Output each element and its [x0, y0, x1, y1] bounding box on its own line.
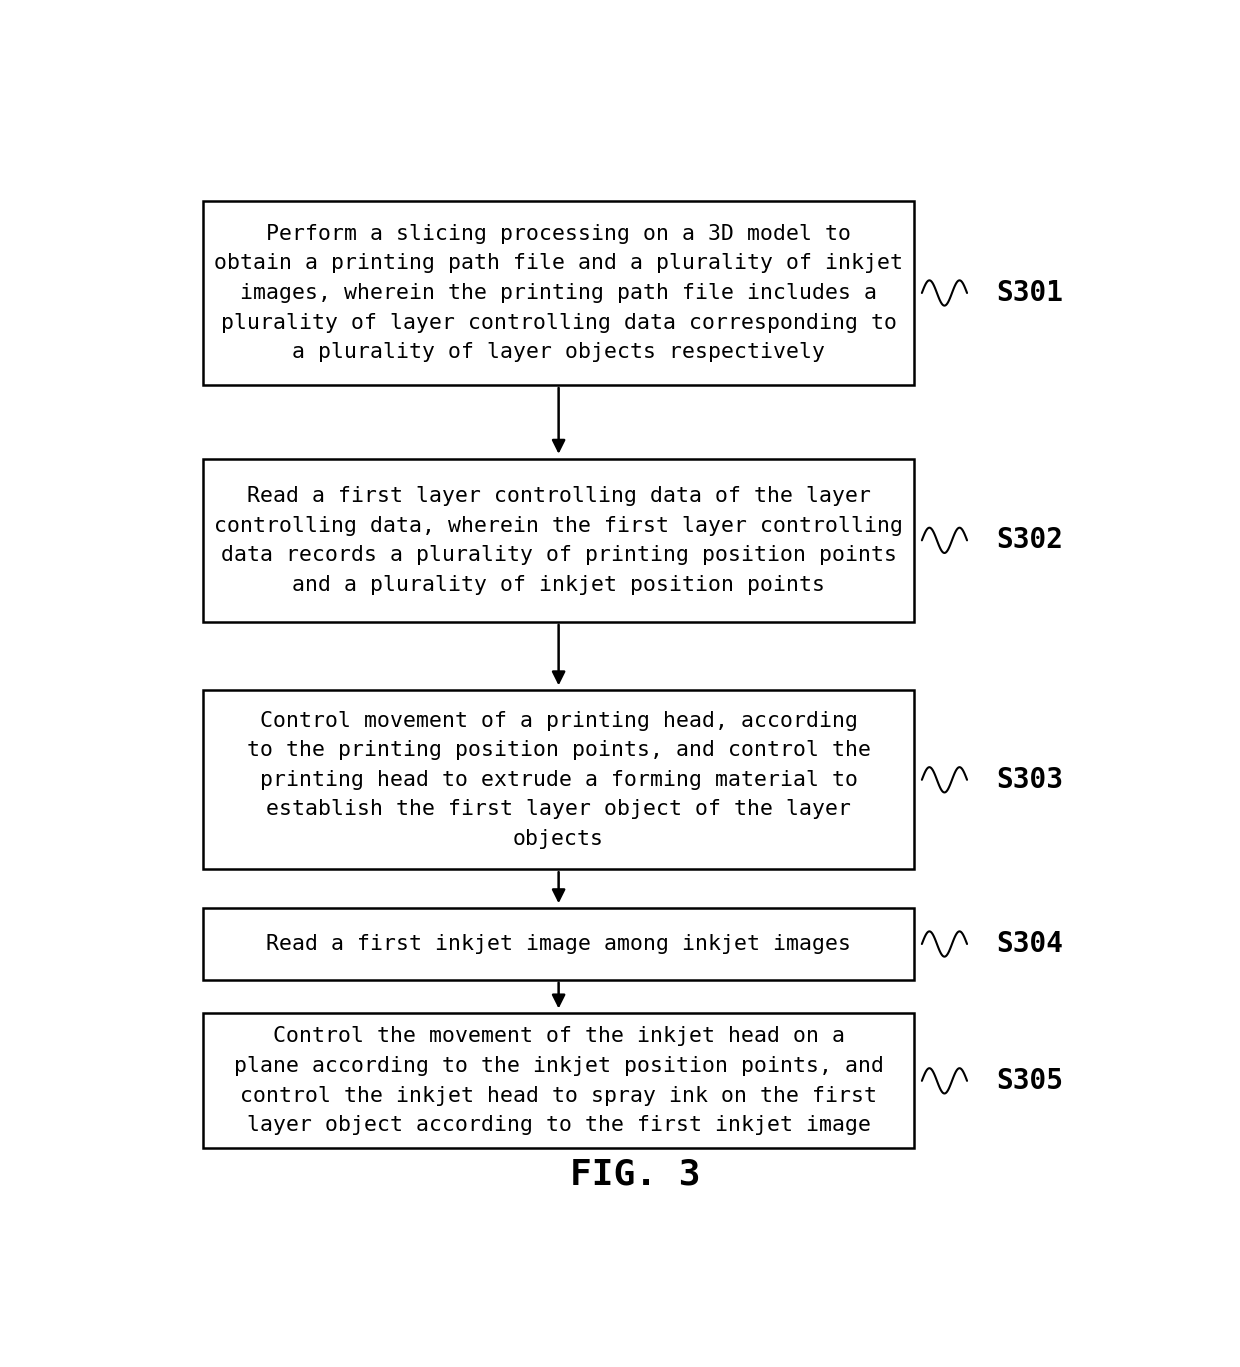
Text: S301: S301: [996, 279, 1063, 308]
Text: S302: S302: [996, 526, 1063, 555]
Text: Read a first inkjet image among inkjet images: Read a first inkjet image among inkjet i…: [267, 934, 851, 954]
FancyBboxPatch shape: [203, 1013, 914, 1148]
Text: Control movement of a printing head, according
to the printing position points, : Control movement of a printing head, acc…: [247, 711, 870, 849]
FancyBboxPatch shape: [203, 690, 914, 869]
Text: S304: S304: [996, 930, 1063, 958]
FancyBboxPatch shape: [203, 459, 914, 622]
FancyBboxPatch shape: [203, 908, 914, 980]
Text: Read a first layer controlling data of the layer
controlling data, wherein the f: Read a first layer controlling data of t…: [215, 485, 903, 595]
Text: S303: S303: [996, 766, 1063, 794]
Text: Control the movement of the inkjet head on a
plane according to the inkjet posit: Control the movement of the inkjet head …: [233, 1027, 884, 1135]
Text: FIG. 3: FIG. 3: [570, 1158, 701, 1192]
Text: S305: S305: [996, 1066, 1063, 1095]
FancyBboxPatch shape: [203, 201, 914, 385]
Text: Perform a slicing processing on a 3D model to
obtain a printing path file and a : Perform a slicing processing on a 3D mod…: [215, 224, 903, 362]
